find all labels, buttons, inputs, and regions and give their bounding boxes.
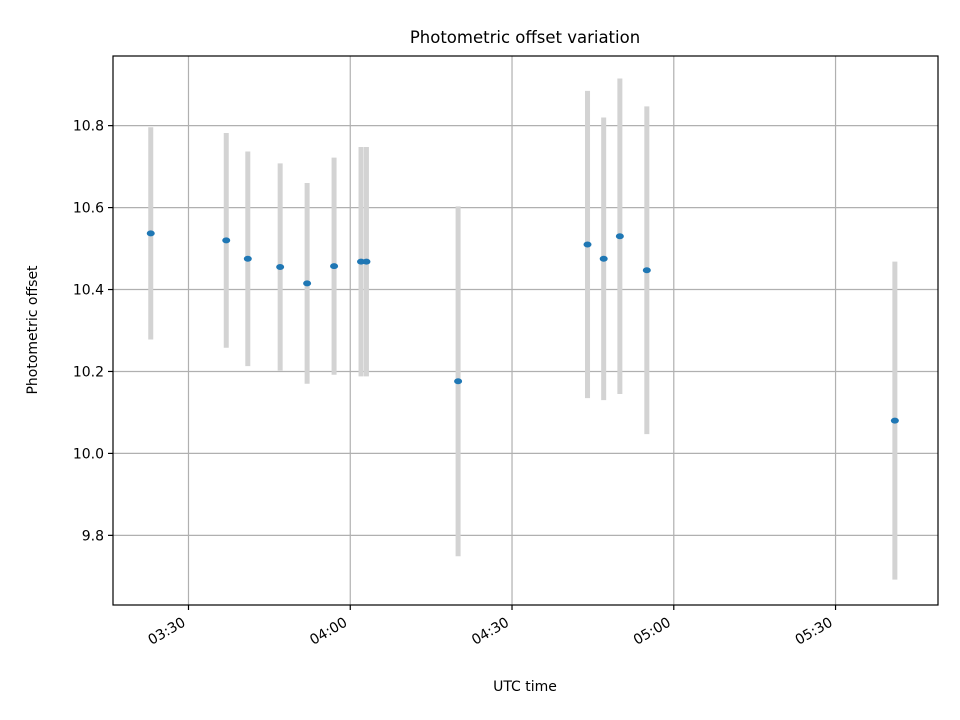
y-tick-label: 10.6 xyxy=(73,201,104,217)
grid-lines xyxy=(113,56,938,605)
x-axis-label: UTC time xyxy=(493,679,557,695)
data-point xyxy=(583,241,592,248)
data-point xyxy=(243,255,252,262)
data-point xyxy=(890,417,899,424)
data-point xyxy=(599,255,608,262)
y-axis-ticks: 9.8 10.0 10.2 10.4 10.6 10.8 xyxy=(73,119,113,544)
data-point xyxy=(362,258,371,265)
data-point xyxy=(146,230,155,237)
y-tick-label: 10.8 xyxy=(73,119,104,135)
data-point xyxy=(615,233,624,240)
data-point xyxy=(330,263,339,270)
data-point xyxy=(222,237,231,244)
y-tick-label: 10.2 xyxy=(73,364,104,380)
data-point xyxy=(642,267,651,274)
data-point xyxy=(454,378,463,385)
data-points xyxy=(146,230,899,424)
y-axis-label: Photometric offset xyxy=(25,265,41,395)
data-point xyxy=(276,263,285,270)
plot-frame xyxy=(112,55,939,606)
chart-title: Photometric offset variation xyxy=(410,28,640,47)
y-tick-label: 9.8 xyxy=(82,528,104,544)
data-point xyxy=(303,280,312,287)
y-tick-label: 10.0 xyxy=(73,446,104,462)
y-tick-label: 10.4 xyxy=(73,283,104,299)
